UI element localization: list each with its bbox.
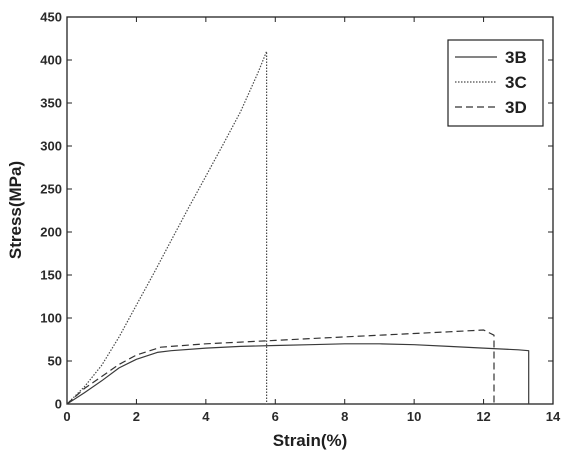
x-tick-label: 6 [272,409,279,424]
legend-label-3d: 3D [505,98,527,117]
plot-frame [66,16,554,405]
series-line-3b [66,343,530,405]
y-tick-label: 350 [40,96,62,111]
y-axis-label: Stress(MPa) [6,161,25,259]
y-tick-label: 450 [40,10,62,25]
y-tick-labels: 0 50 100 150 200 250 300 350 400 450 [40,10,62,412]
y-tick-label: 400 [40,53,62,68]
series-lines [66,50,530,405]
y-tick-label: 200 [40,225,62,240]
legend: 3B 3C 3D [447,39,544,127]
x-tick-label: 2 [133,409,140,424]
x-tick-label: 0 [63,409,70,424]
legend-label-3b: 3B [505,48,527,67]
series-line-3c [66,50,268,405]
x-tick-label: 8 [341,409,348,424]
x-tick-label: 10 [407,409,421,424]
x-tick-label: 12 [476,409,490,424]
x-tick-labels: 0 2 4 6 8 10 12 14 [63,409,561,424]
x-axis-label: Strain(%) [273,431,348,450]
y-tick-label: 300 [40,139,62,154]
y-tick-label: 100 [40,311,62,326]
series-line-3d [66,329,495,405]
legend-label-3c: 3C [505,73,527,92]
y-tick-label: 150 [40,268,62,283]
x-tick-label: 4 [202,409,210,424]
legend-box [447,39,544,127]
y-tick-label: 250 [40,182,62,197]
y-tick-label: 0 [55,397,62,412]
y-tick-label: 50 [48,354,62,369]
x-tick-label: 14 [546,409,561,424]
